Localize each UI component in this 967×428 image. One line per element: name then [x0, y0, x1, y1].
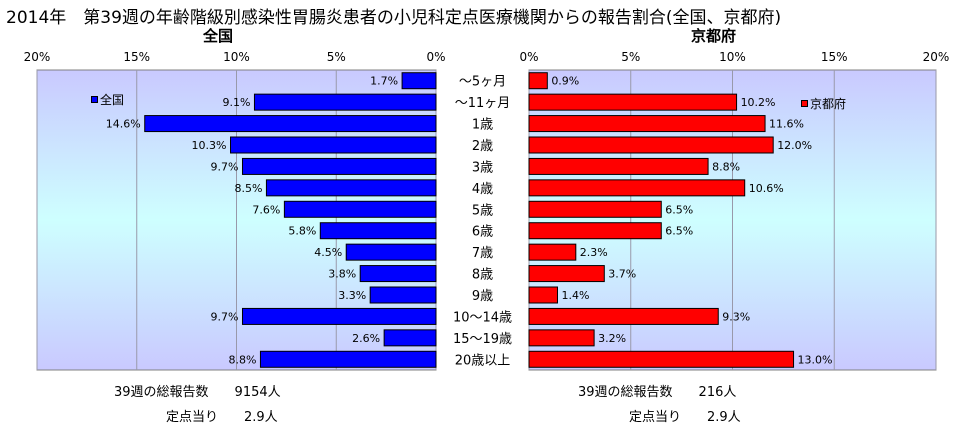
data-label-kyoto: 3.2%	[598, 332, 626, 345]
legend-swatch-national	[91, 96, 98, 103]
data-label-national: 7.6%	[252, 203, 280, 216]
x-tick-label-kyoto: 0%	[519, 50, 538, 64]
footer-national-per-site: 定点当り 2.9人	[166, 410, 278, 425]
x-tick-label-national: 20%	[24, 50, 51, 64]
bar-national	[319, 222, 437, 240]
category-label: 3歳	[472, 160, 493, 175]
bar-national	[401, 72, 437, 90]
bar-kyoto	[528, 329, 595, 347]
data-label-national: 3.8%	[328, 268, 356, 281]
data-label-kyoto: 8.8%	[712, 160, 740, 173]
category-label: 9歳	[472, 289, 493, 304]
x-tick-label-national: 10%	[223, 50, 250, 64]
category-label: 6歳	[472, 225, 493, 240]
data-label-kyoto: 3.7%	[608, 268, 636, 281]
x-tick-label-national: 5%	[327, 50, 346, 64]
footer-kyoto-per-site: 定点当り 2.9人	[629, 410, 741, 425]
data-label-kyoto: 0.9%	[551, 75, 579, 88]
legend-label-kyoto: 京都府	[810, 97, 847, 111]
bar-kyoto	[528, 243, 577, 261]
bar-kyoto	[528, 307, 719, 325]
panel-title-national: 全国	[203, 27, 234, 45]
x-tick-label-national: 15%	[123, 50, 150, 64]
x-tick-label-national: 0%	[426, 50, 445, 64]
x-tick-label-kyoto: 20%	[923, 50, 950, 64]
x-tick-label-kyoto: 5%	[621, 50, 640, 64]
data-label-kyoto: 9.3%	[722, 310, 750, 323]
data-label-kyoto: 6.5%	[665, 225, 693, 238]
category-label: 7歳	[472, 246, 493, 261]
data-label-kyoto: 1.4%	[561, 289, 589, 302]
bar-national	[345, 243, 437, 261]
data-label-kyoto: 13.0%	[798, 353, 833, 366]
bar-national	[241, 157, 437, 175]
legend-label-national: 全国	[100, 93, 125, 107]
panel-title-kyoto: 京都府	[691, 27, 737, 45]
data-label-national: 14.6%	[106, 118, 141, 131]
bar-national	[265, 179, 437, 197]
data-label-national: 9.7%	[211, 310, 239, 323]
legend-swatch-kyoto	[801, 100, 808, 107]
category-label: 10～14歳	[453, 310, 512, 325]
data-label-national: 8.5%	[234, 182, 262, 195]
bar-kyoto	[528, 200, 662, 218]
bar-kyoto	[528, 72, 548, 90]
legend-kyoto: 京都府	[801, 95, 846, 112]
data-label-kyoto: 12.0%	[777, 139, 812, 152]
data-label-kyoto: 10.2%	[741, 96, 776, 109]
category-label: ～11ヶ月	[455, 96, 511, 111]
data-label-national: 8.8%	[228, 353, 256, 366]
bar-national	[259, 350, 437, 368]
category-label: 1歳	[472, 118, 493, 133]
data-label-national: 5.8%	[288, 225, 316, 238]
bar-kyoto	[528, 265, 605, 283]
x-tick-label-kyoto: 15%	[821, 50, 848, 64]
bar-national	[144, 115, 437, 133]
chart-title: 2014年 第39週の年齢階級別感染性胃腸炎患者の小児科定点医療機関からの報告割…	[6, 8, 782, 28]
data-label-national: 1.7%	[370, 75, 398, 88]
x-tick-label-kyoto: 10%	[719, 50, 746, 64]
data-label-national: 9.1%	[223, 96, 251, 109]
bar-national	[283, 200, 437, 218]
data-label-kyoto: 2.3%	[580, 246, 608, 259]
category-label: ～5ヶ月	[459, 75, 506, 90]
bar-national	[369, 286, 437, 304]
data-label-national: 2.6%	[352, 332, 380, 345]
bar-national	[241, 307, 437, 325]
category-label: 8歳	[472, 268, 493, 283]
bar-kyoto	[528, 115, 766, 133]
category-label: 15～19歳	[453, 332, 512, 347]
category-label: 5歳	[472, 203, 493, 218]
category-label: 4歳	[472, 182, 493, 197]
data-label-kyoto: 6.5%	[665, 203, 693, 216]
footer-kyoto-total: 39週の総報告数 216人	[578, 385, 737, 400]
data-label-national: 9.7%	[211, 160, 239, 173]
bar-kyoto	[528, 222, 662, 240]
bar-kyoto	[528, 157, 709, 175]
bar-kyoto	[528, 136, 774, 154]
bar-national	[253, 93, 437, 111]
bar-national	[383, 329, 437, 347]
bar-kyoto	[528, 286, 558, 304]
data-label-national: 4.5%	[314, 246, 342, 259]
bar-national	[230, 136, 437, 154]
category-label: 20歳以上	[455, 353, 511, 368]
data-label-national: 3.3%	[338, 289, 366, 302]
bar-kyoto	[528, 350, 795, 368]
category-label: 2歳	[472, 139, 493, 154]
bar-national	[359, 265, 437, 283]
legend-national: 全国	[91, 91, 124, 108]
data-label-kyoto: 11.6%	[769, 118, 804, 131]
footer-national-total: 39週の総報告数 9154人	[114, 385, 281, 400]
bar-kyoto	[528, 179, 746, 197]
data-label-kyoto: 10.6%	[749, 182, 784, 195]
data-label-national: 10.3%	[192, 139, 227, 152]
bar-kyoto	[528, 93, 738, 111]
